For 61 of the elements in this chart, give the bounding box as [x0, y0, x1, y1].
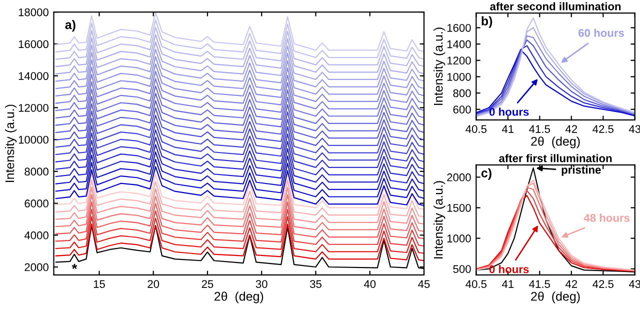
x-tick-label: 25 [202, 280, 214, 288]
y-tick-label: 1000 [447, 234, 471, 242]
annotation: 60 hours [578, 28, 624, 37]
x-tick-label: 45 [418, 280, 430, 288]
y-tick-label: 1000 [447, 72, 471, 81]
y-tick-label: 1200 [447, 56, 471, 65]
annotation: 0 hours [489, 108, 529, 116]
y-axis-title: Intensity (a.u.) [434, 181, 446, 258]
y-tick-label: 1500 [447, 204, 471, 212]
line-series [55, 186, 424, 225]
y-tick-label: 800 [453, 89, 471, 98]
x-tick-label: 41 [502, 280, 514, 288]
x-tick-label: 15 [94, 280, 105, 288]
x-tick-label: 30 [256, 280, 268, 288]
x-tick-label: 40 [364, 280, 376, 288]
line-series [55, 194, 424, 232]
annotation: c) [481, 168, 492, 180]
x-axis-title: 2θ (deg) [531, 136, 580, 148]
x-axis-title: 2θ (deg) [214, 292, 264, 304]
chart-title: after first illumination [499, 154, 612, 162]
y-tick-label: 8000 [24, 168, 48, 176]
x-tick-label: 40.5 [466, 125, 487, 133]
annotation: * [72, 264, 78, 270]
y-tick-label: 16000 [18, 40, 48, 48]
y-axis-title: Intensity (a.u.) [4, 104, 17, 182]
line-series [55, 223, 424, 262]
x-tick-label: 42 [565, 280, 578, 288]
line-series [55, 172, 424, 210]
annotation: a) [65, 20, 76, 32]
annotation: 0 hours [489, 265, 529, 274]
line-series [55, 216, 424, 254]
y-axis-title: Intensity (a.u.) [434, 28, 446, 105]
x-tick-label: 41.5 [529, 125, 550, 133]
y-tick-label: 12000 [18, 104, 48, 112]
x-tick-label: 40.5 [466, 280, 487, 288]
y-tick-label: 2000 [447, 173, 471, 182]
y-tick-label: 500 [453, 265, 471, 273]
annotation: b) [482, 16, 492, 28]
y-tick-label: 14000 [18, 72, 48, 80]
x-tick-label: 41 [502, 125, 514, 133]
y-tick-label: 1400 [447, 40, 471, 48]
x-tick-label: 35 [310, 280, 322, 288]
x-tick-label: 42 [565, 125, 578, 133]
annotation: pristine [562, 166, 601, 176]
x-tick-label: 42.5 [592, 125, 614, 133]
annotation: 48 hours [584, 214, 630, 222]
y-tick-label: 600 [453, 106, 471, 114]
y-tick-label: 4000 [24, 231, 48, 240]
x-tick-label: 20 [148, 280, 160, 288]
y-tick-label: 6000 [24, 200, 48, 208]
y-tick-label: 10000 [18, 136, 48, 144]
chart-title: after second illumination [490, 2, 621, 10]
x-axis-title: 2θ (deg) [531, 292, 580, 304]
line-series [55, 208, 424, 247]
line-series [55, 201, 424, 240]
x-tick-label: 41.5 [529, 280, 550, 288]
y-tick-label: 1600 [447, 24, 471, 32]
y-tick-label: 18000 [18, 8, 48, 16]
y-tick-label: 2000 [24, 263, 48, 272]
x-tick-label: 42.5 [592, 280, 614, 288]
line-series [55, 179, 424, 218]
